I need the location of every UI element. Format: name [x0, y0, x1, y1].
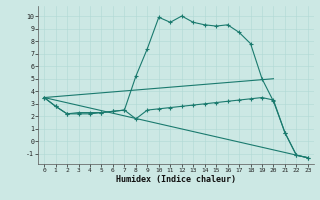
X-axis label: Humidex (Indice chaleur): Humidex (Indice chaleur): [116, 175, 236, 184]
